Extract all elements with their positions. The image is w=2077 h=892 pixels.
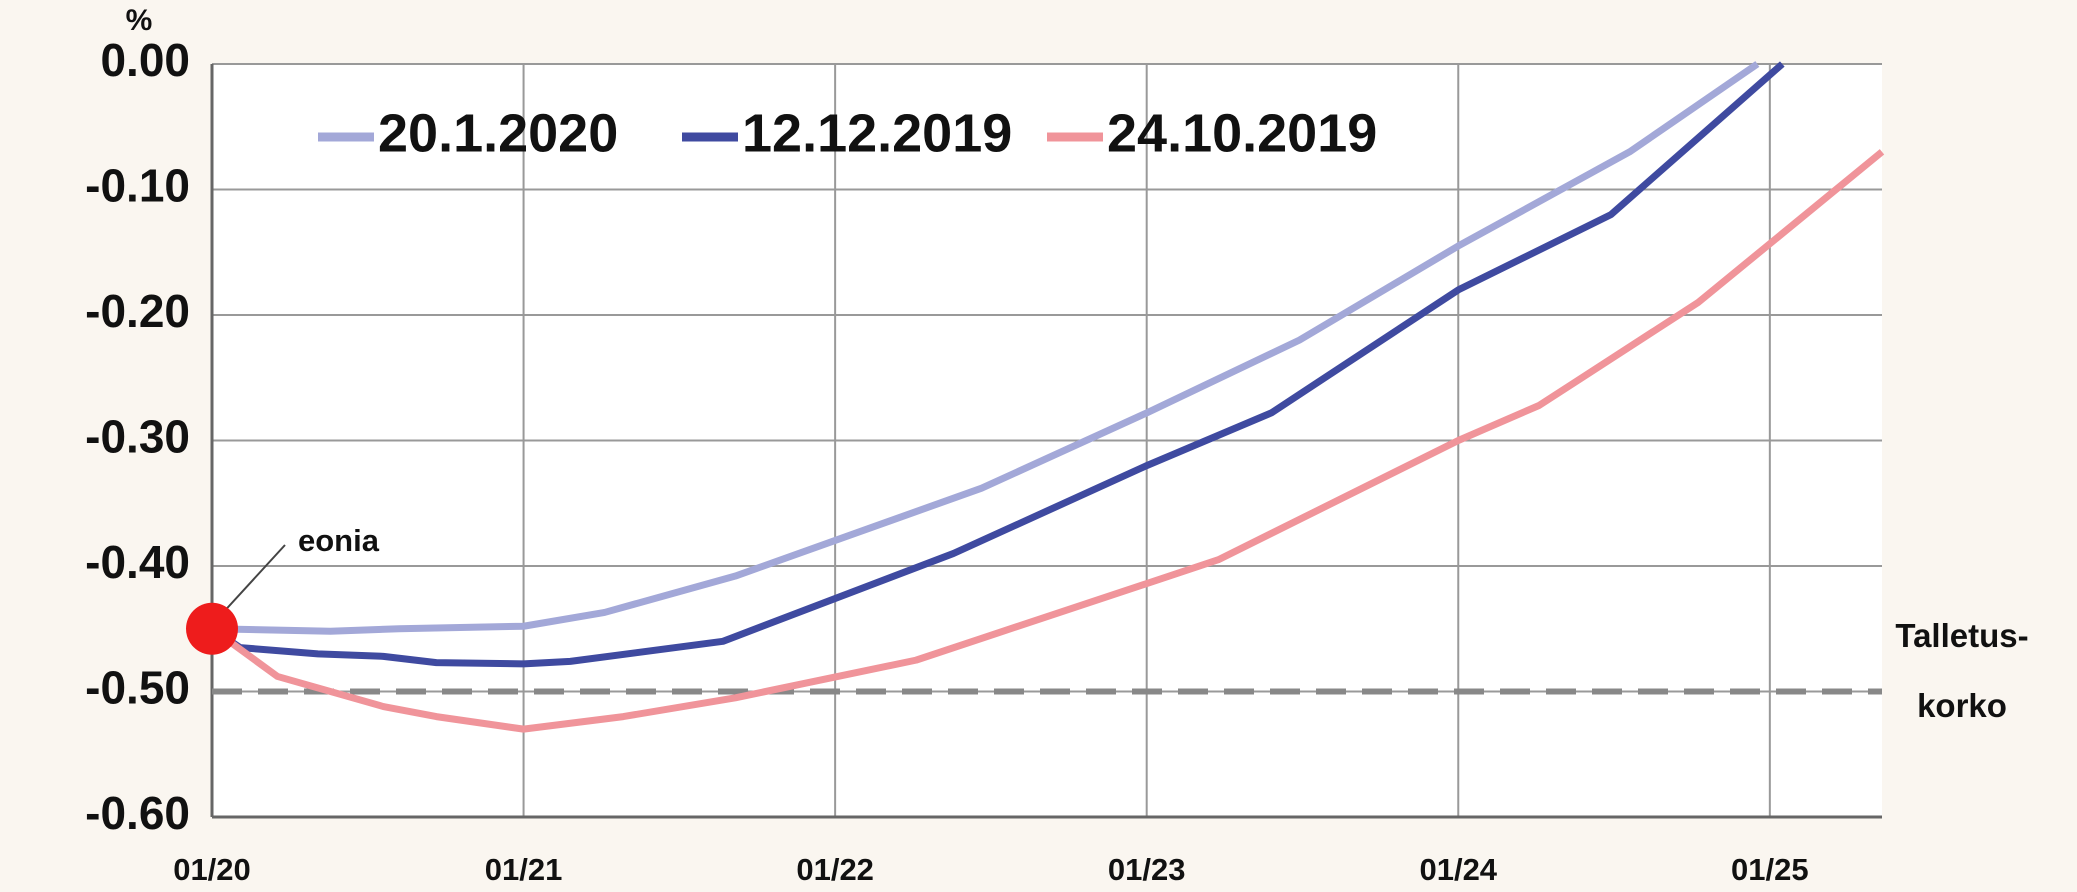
annotation-point bbox=[186, 602, 238, 655]
series-line bbox=[210, 61, 1785, 668]
x-tick-label: 01/21 bbox=[485, 852, 563, 887]
x-tick-label: 01/20 bbox=[173, 852, 251, 887]
annotation-leader bbox=[221, 544, 286, 615]
annotation-label: eonia bbox=[298, 523, 380, 558]
reference-label: Talletus- bbox=[1895, 617, 2028, 654]
y-tick-label: 0.00 bbox=[100, 34, 190, 86]
x-tick-label: 01/23 bbox=[1108, 852, 1186, 887]
x-tick-label: 01/24 bbox=[1419, 852, 1497, 887]
y-tick-label: -0.60 bbox=[85, 787, 190, 839]
legend-label: 12.12.2019 bbox=[742, 103, 1012, 163]
y-tick-label: -0.10 bbox=[85, 160, 190, 212]
series-line bbox=[211, 61, 1760, 635]
legend-label: 20.1.2020 bbox=[378, 103, 618, 163]
y-unit: % bbox=[126, 4, 153, 37]
y-tick-label: -0.20 bbox=[85, 285, 190, 337]
x-tick-label: 01/22 bbox=[796, 852, 874, 887]
y-tick-label: -0.50 bbox=[85, 662, 190, 714]
x-tick-label: 01/25 bbox=[1731, 852, 1809, 887]
y-tick-label: -0.40 bbox=[85, 536, 190, 588]
reference-label: korko bbox=[1917, 687, 2007, 724]
series-line bbox=[209, 149, 1885, 733]
legend-label: 24.10.2019 bbox=[1107, 103, 1377, 163]
y-tick-label: -0.30 bbox=[85, 411, 190, 463]
